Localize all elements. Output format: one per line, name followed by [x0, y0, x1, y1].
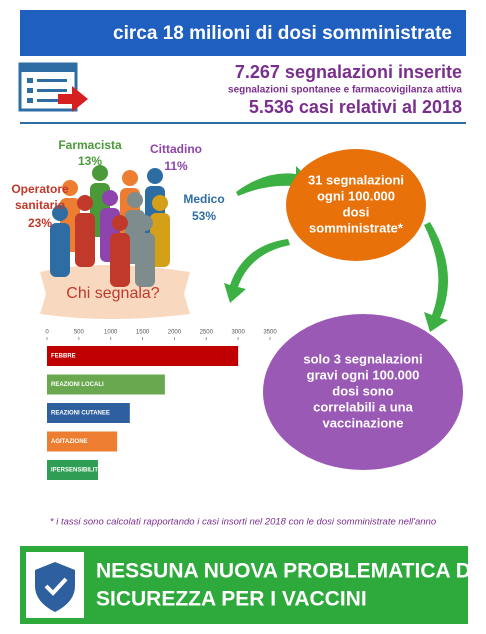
bar-label: AGITAZIONE	[51, 439, 88, 445]
person-head	[102, 190, 118, 206]
arrows	[224, 166, 448, 332]
bubble-orange	[286, 149, 426, 261]
x-tick-label: 500	[74, 330, 85, 336]
bar	[47, 346, 239, 366]
person-body	[110, 233, 130, 287]
bar-label: REAZIONI CUTANEE	[51, 411, 110, 417]
bar-label: FEBBRE	[51, 354, 76, 360]
banner-text: NESSUNA NUOVA PROBLEMATICA DI	[96, 560, 477, 583]
person-head	[112, 215, 128, 231]
group-label: Farmacista	[58, 138, 122, 152]
bar	[47, 403, 130, 423]
person-head	[127, 192, 143, 208]
person-head	[92, 165, 108, 181]
header-title: circa 18 milioni di dosi somministrate	[113, 23, 452, 44]
bubble-text: 31 segnalazioni	[308, 172, 404, 187]
group-label: Operatore sanitario	[11, 182, 69, 212]
group-share: 13%	[78, 154, 102, 168]
bar	[47, 431, 118, 452]
group-label: Medico	[183, 192, 224, 206]
bubble-text: vaccinazione	[323, 415, 404, 430]
person-body	[75, 213, 95, 267]
stat-reports: 7.267 segnalazioni inserite	[235, 62, 462, 82]
person-body	[50, 223, 70, 277]
x-tick-label: 2500	[200, 330, 214, 336]
bubble-text: ogni 100.000	[317, 188, 395, 203]
bar-label: IPERSENSIBILITÀ	[51, 467, 103, 474]
person-head	[122, 170, 138, 186]
bubble-text: solo 3 segnalazioni	[303, 351, 422, 366]
bar	[47, 374, 165, 395]
x-tick-label: 0	[45, 330, 49, 336]
bubble-text: correlabili a una	[313, 399, 413, 414]
group-share: 11%	[164, 159, 188, 173]
banner-text: SICUREZZA PER I VACCINI	[96, 588, 367, 611]
group-share: 23%	[28, 216, 52, 230]
person-head	[77, 195, 93, 211]
person-head	[52, 205, 68, 221]
people-illustration	[40, 165, 190, 319]
person-head	[152, 195, 168, 211]
stat-note: segnalazioni spontanee e farmacovigilanz…	[228, 85, 462, 96]
bar-label: REAZIONI LOCALI	[51, 382, 104, 388]
x-tick-label: 3000	[231, 330, 245, 336]
bubble-purple	[263, 314, 463, 470]
bubble-text: dosi	[343, 204, 370, 219]
bar-chart: 0 500 1000 1500 2000 2500 3000 3500 FEBBRE REAZIO…	[45, 330, 277, 480]
shield-icon	[26, 552, 84, 618]
bubble-text: dosi sono	[332, 383, 393, 398]
x-tick-label: 2000	[168, 330, 182, 336]
x-tick-label: 1500	[136, 330, 150, 336]
x-tick-label: 3500	[263, 330, 277, 336]
header-bar	[20, 10, 466, 56]
person-head	[137, 215, 153, 231]
person-head	[62, 180, 78, 196]
footnote: * i tassi sono calcolati rapportando i c…	[50, 517, 436, 528]
person-body	[135, 233, 155, 287]
group-label: Cittadino	[150, 142, 202, 156]
person-head	[147, 168, 163, 184]
stat-cases: 5.536 casi relativi al 2018	[249, 97, 462, 117]
report-icon	[18, 62, 88, 112]
bar	[47, 460, 98, 480]
bubble-text: gravi ogni 100.000	[307, 367, 420, 382]
x-tick-label: 1000	[104, 330, 118, 336]
bubble-text: somministrate*	[309, 220, 404, 235]
group-share: 53%	[192, 209, 216, 223]
caption: Chi segnala?	[66, 285, 160, 302]
banner	[20, 546, 468, 624]
